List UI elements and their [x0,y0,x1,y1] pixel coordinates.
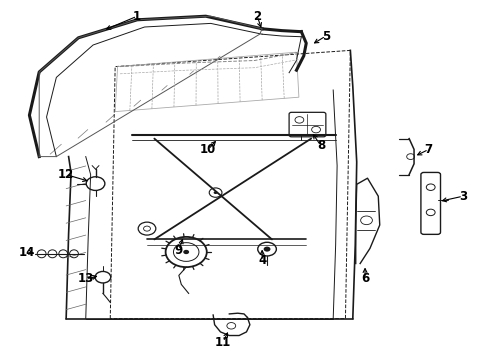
Text: 7: 7 [425,143,433,156]
Text: 5: 5 [322,30,330,42]
Text: 14: 14 [19,246,35,258]
Text: 4: 4 [258,255,266,267]
Text: 3: 3 [459,190,467,203]
Text: 10: 10 [200,143,217,156]
Text: 6: 6 [361,273,369,285]
Circle shape [183,250,189,254]
Text: 9: 9 [175,244,183,257]
Text: 12: 12 [58,168,74,181]
Text: 2: 2 [253,10,261,23]
Text: 1: 1 [133,10,141,23]
Text: 13: 13 [77,273,94,285]
Circle shape [214,191,218,194]
Text: 11: 11 [215,336,231,348]
Text: 8: 8 [317,139,325,152]
Circle shape [264,247,270,252]
